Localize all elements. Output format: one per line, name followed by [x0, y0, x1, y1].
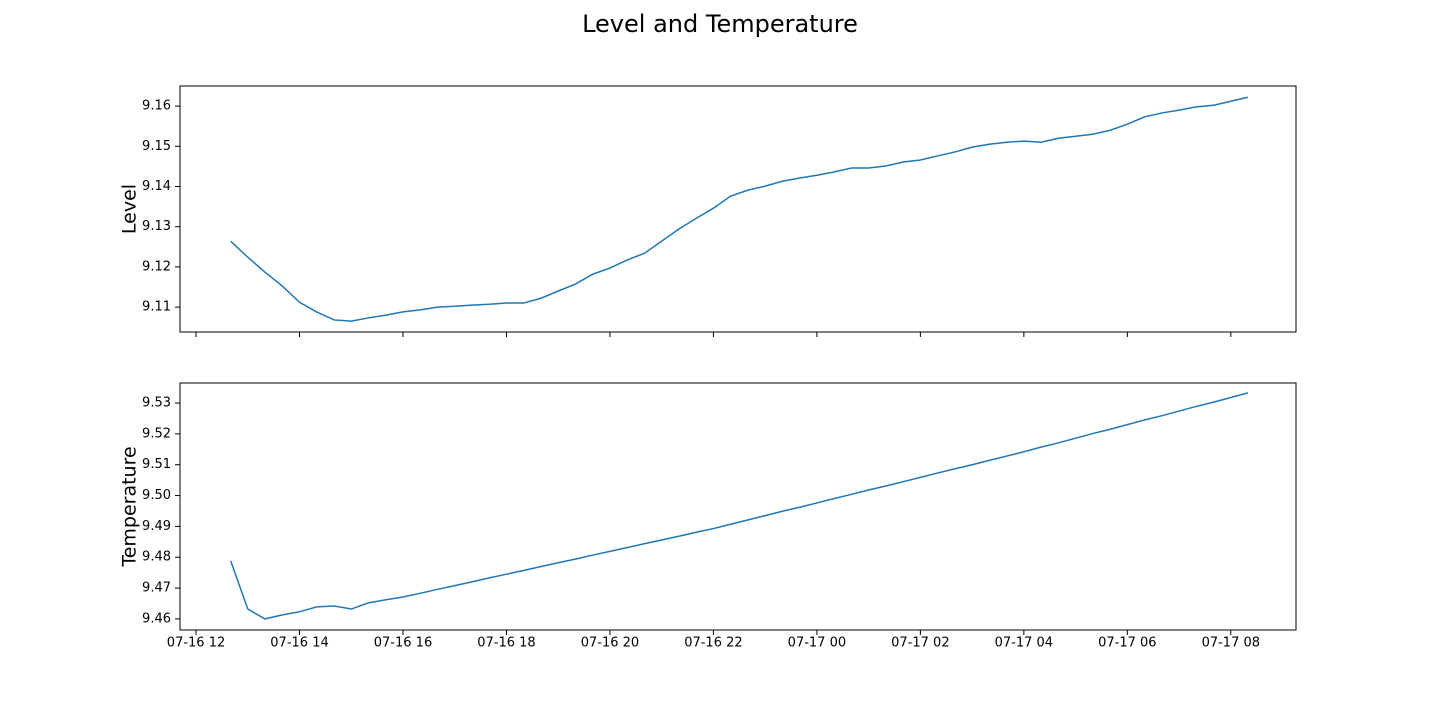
x-tick-label: 07-16 14: [270, 636, 328, 651]
axes-frame: [179, 382, 1297, 631]
x-tick-label: 07-16 22: [684, 636, 742, 651]
y-tick-label: 9.11: [142, 300, 171, 315]
line: [230, 96, 1249, 322]
y-axis-label: Level: [119, 184, 141, 234]
x-tick-label: 07-17 02: [891, 636, 949, 651]
x-tick-label: 07-16 16: [374, 636, 432, 651]
y-tick-label: 9.16: [142, 99, 171, 114]
y-tick-label: 9.51: [142, 457, 171, 472]
y-tick-label: 9.52: [142, 426, 171, 441]
x-tick-label: 07-16 20: [581, 636, 639, 651]
y-tick-label: 9.50: [142, 488, 171, 503]
y-tick-label: 9.47: [142, 581, 171, 596]
y-tick-label: 9.13: [142, 219, 171, 234]
x-tick-label: 07-17 00: [788, 636, 846, 651]
x-tick-label: 07-17 06: [1098, 636, 1156, 651]
y-tick-label: 9.14: [142, 179, 171, 194]
y-tick-label: 9.49: [142, 519, 171, 534]
y-tick-label: 9.46: [142, 611, 171, 626]
line: [229, 392, 1249, 620]
y-tick-label: 9.15: [142, 139, 171, 154]
x-tick-label: 07-16 18: [477, 636, 535, 651]
y-tick-label: 9.12: [142, 259, 171, 274]
x-tick-label: 07-16 12: [167, 636, 225, 651]
y-tick-label: 9.48: [142, 550, 171, 565]
axes-frame: [179, 85, 1297, 333]
x-tick-label: 07-17 08: [1202, 636, 1260, 651]
y-axis-label: Temperature: [119, 446, 141, 567]
y-tick-label: 9.53: [142, 396, 171, 411]
figure-title: Level and Temperature: [582, 10, 858, 38]
x-tick-label: 07-17 04: [995, 636, 1053, 651]
